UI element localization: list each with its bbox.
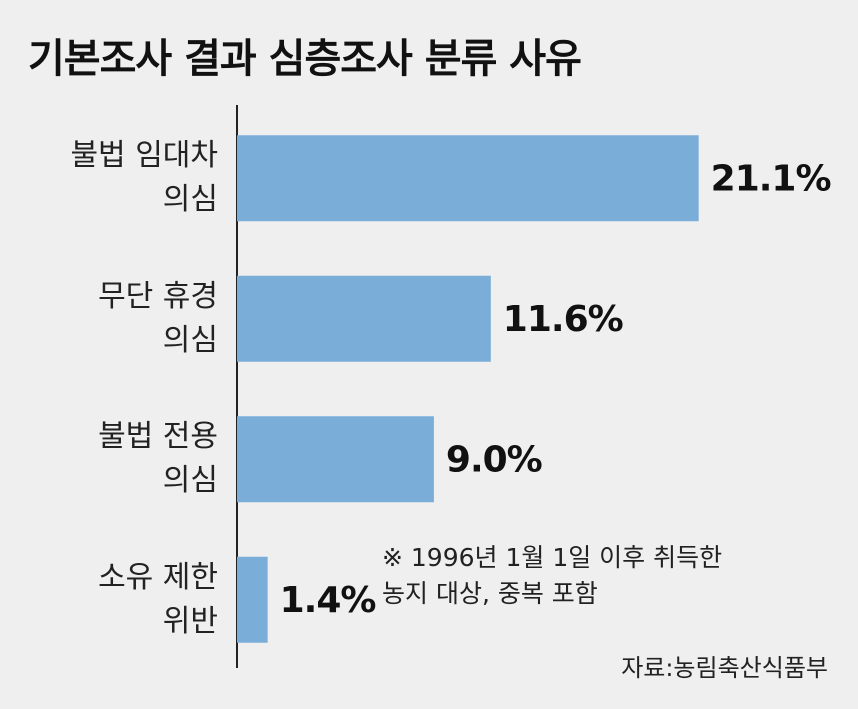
bar: [237, 135, 699, 222]
bar: [237, 556, 268, 643]
value-label: 11.6%: [503, 299, 623, 340]
category-label: 소유 제한 위반: [98, 559, 218, 639]
value-label: 21.1%: [711, 158, 831, 199]
value-label: 1.4%: [280, 580, 376, 621]
category-label: 불법 임대차 의심: [70, 138, 218, 218]
value-label: 9.0%: [446, 439, 542, 480]
category-label: 무단 휴경 의심: [98, 278, 218, 358]
bar: [237, 275, 491, 362]
category-label: 불법 전용 의심: [98, 419, 218, 499]
chart-title: 기본조사 결과 심층조사 분류 사유: [28, 36, 582, 82]
source: 자료:농림축산식품부: [621, 654, 828, 682]
bar: [237, 416, 434, 503]
annotation: ※ 1996년 1월 1일 이후 취득한 농지 대상, 중복 포함: [382, 543, 723, 608]
